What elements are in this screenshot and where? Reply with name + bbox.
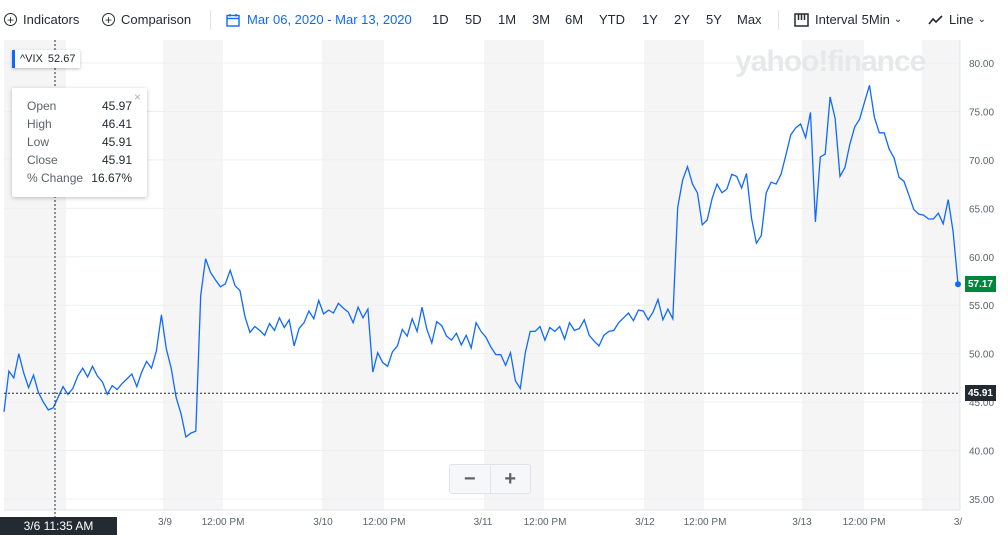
range-5y[interactable]: 5Y <box>706 12 722 27</box>
y-tick-label: 35.00 <box>969 495 994 506</box>
tooltip-label: Close <box>27 153 58 167</box>
tooltip-label: Open <box>27 99 57 113</box>
tooltip-label: Low <box>27 135 50 149</box>
vix-price-line <box>3 85 959 439</box>
x-tick-label: 12:00 PM <box>684 517 727 528</box>
crosshair-price-badge: 45.91 <box>964 385 996 402</box>
interval-label: Interval <box>815 12 858 27</box>
calendar-icon <box>226 13 240 27</box>
plus-circle-icon: + <box>4 13 17 26</box>
tooltip-value: 45.91 <box>101 135 132 149</box>
session-band <box>484 40 544 510</box>
chart-type-label: Line <box>949 12 974 27</box>
last-price-badge: 57.17 <box>964 276 996 293</box>
comparison-button[interactable]: + Comparison <box>102 12 191 27</box>
zoom-divider <box>489 465 491 493</box>
x-tick-label: 3/13 <box>792 517 812 528</box>
candlestick-icon <box>794 12 809 27</box>
symbol-ticker: ^VIX <box>20 53 43 65</box>
interval-value: 5Min <box>861 12 890 27</box>
indicators-button[interactable]: + Indicators <box>4 12 79 27</box>
range-ytd[interactable]: YTD <box>599 12 625 27</box>
y-tick-label: 70.00 <box>969 156 994 167</box>
session-band <box>802 40 864 510</box>
yahoo-finance-logo: yahoo!finance <box>735 45 926 78</box>
range-3m[interactable]: 3M <box>532 12 551 27</box>
symbol-value: 52.67 <box>47 53 76 65</box>
chart-type-dropdown[interactable]: Line ⌄ <box>928 12 986 27</box>
tooltip-value: 46.41 <box>101 117 132 131</box>
toolbar-divider <box>210 10 211 30</box>
x-tick-label: 12:00 PM <box>363 517 406 528</box>
range-max[interactable]: Max <box>737 12 762 27</box>
tooltip-label: High <box>27 117 52 131</box>
range-1y[interactable]: 1Y <box>642 12 658 27</box>
session-band <box>644 40 704 510</box>
x-tick-label: 12:00 PM <box>202 517 245 528</box>
tooltip-row-open: Open 45.97 <box>27 99 132 113</box>
tooltip-row-change: % Change 16.67% <box>27 171 132 185</box>
y-tick-label: 40.00 <box>969 447 994 458</box>
tooltip-value: 16.67% <box>91 171 132 185</box>
zoom-out-button[interactable]: − <box>463 467 476 490</box>
date-range-picker[interactable]: Mar 06, 2020 - Mar 13, 2020 <box>226 12 412 27</box>
ohlc-tooltip: × Open 45.97 High 46.41 Low 45.91 Close … <box>12 88 147 197</box>
tooltip-value: 45.91 <box>101 153 132 167</box>
range-6m[interactable]: 6M <box>565 12 584 27</box>
tooltip-label: % Change <box>27 171 84 185</box>
chevron-down-icon: ⌄ <box>977 14 986 25</box>
crosshair-time-label: 3/6 11:35 AM <box>0 517 117 535</box>
y-tick-label: 60.00 <box>969 253 994 264</box>
chevron-down-icon: ⌄ <box>893 14 903 25</box>
range-5d[interactable]: 5D <box>465 12 482 27</box>
interval-dropdown[interactable]: Interval 5Min ⌄ <box>794 12 902 27</box>
line-chart-icon <box>928 14 943 24</box>
comparison-label: Comparison <box>121 12 192 27</box>
session-band <box>163 40 223 510</box>
plus-circle-icon: + <box>102 13 115 26</box>
x-tick-label: 12:00 PM <box>843 517 886 528</box>
y-tick-label: 55.00 <box>969 301 994 312</box>
x-tick-label: 3/12 <box>635 517 655 528</box>
y-tick-label: 75.00 <box>969 107 994 118</box>
y-tick-label: 45.00 <box>969 398 994 409</box>
session-band <box>322 40 384 510</box>
x-tick-label: 12:00 PM <box>524 517 567 528</box>
zoom-controls: − + <box>449 464 531 494</box>
x-tick-label: 3/10 <box>313 517 333 528</box>
close-icon[interactable]: × <box>133 90 141 104</box>
x-tick-label: 3/9 <box>158 517 172 528</box>
range-1m[interactable]: 1M <box>498 12 517 27</box>
session-band <box>922 40 960 510</box>
symbol-label: ^VIX 52.67 <box>12 50 81 68</box>
y-tick-label: 50.00 <box>969 350 994 361</box>
toolbar-divider <box>778 10 779 30</box>
x-tick-label: 3/11 <box>474 517 493 528</box>
y-tick-label: 65.00 <box>969 204 994 215</box>
x-tick-label: 3/ <box>954 517 963 528</box>
chart-toolbar: + Indicators + Comparison Mar 06, 2020 -… <box>0 0 1008 40</box>
range-1d[interactable]: 1D <box>432 12 449 27</box>
date-range-text: Mar 06, 2020 - Mar 13, 2020 <box>247 12 412 27</box>
y-tick-label: 80.00 <box>969 59 994 70</box>
tooltip-row-close: Close 45.91 <box>27 153 132 167</box>
zoom-in-button[interactable]: + <box>504 467 517 490</box>
tooltip-value: 45.97 <box>101 99 132 113</box>
tooltip-row-high: High 46.41 <box>27 117 132 131</box>
range-2y[interactable]: 2Y <box>674 12 690 27</box>
tooltip-row-low: Low 45.91 <box>27 135 132 149</box>
last-price-dot <box>955 281 961 288</box>
indicators-label: Indicators <box>23 12 80 27</box>
